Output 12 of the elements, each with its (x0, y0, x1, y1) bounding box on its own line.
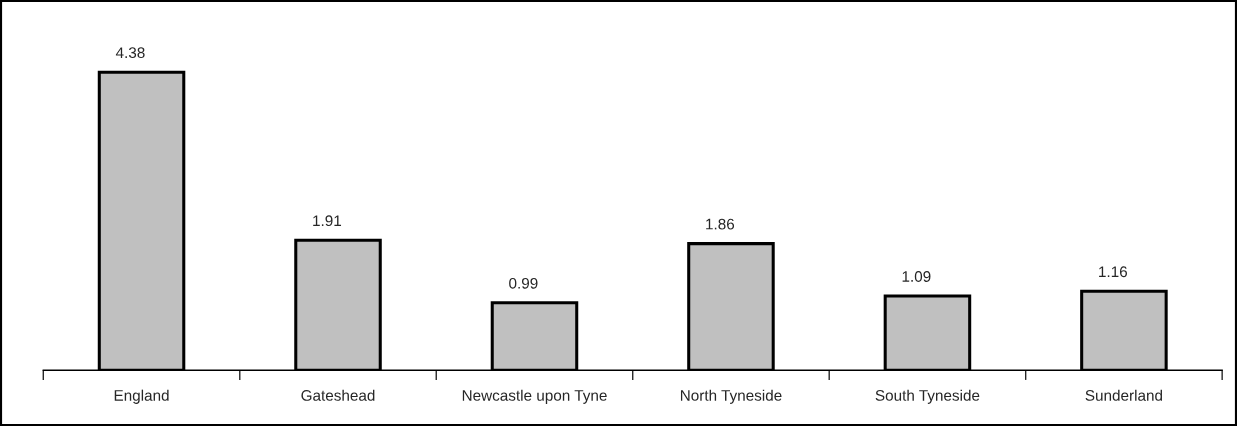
data-label: 1.16 (1099, 266, 1127, 278)
data-label: 1.09 (902, 271, 931, 282)
x-tick-label: North Tyneside (680, 389, 782, 404)
x-tick-label: England (114, 389, 169, 404)
x-tick-label: Sunderland (1085, 389, 1163, 401)
data-label: 0.99 (509, 277, 538, 289)
x-tick-label: South Tyneside (875, 389, 980, 404)
data-label: 1.91 (313, 215, 342, 227)
data-label: 1.86 (706, 218, 735, 230)
x-tick-label: Gateshead (301, 389, 375, 401)
data-label: 4.38 (115, 47, 145, 59)
x-tick-label: Newcastle upon Tyne (462, 389, 607, 404)
